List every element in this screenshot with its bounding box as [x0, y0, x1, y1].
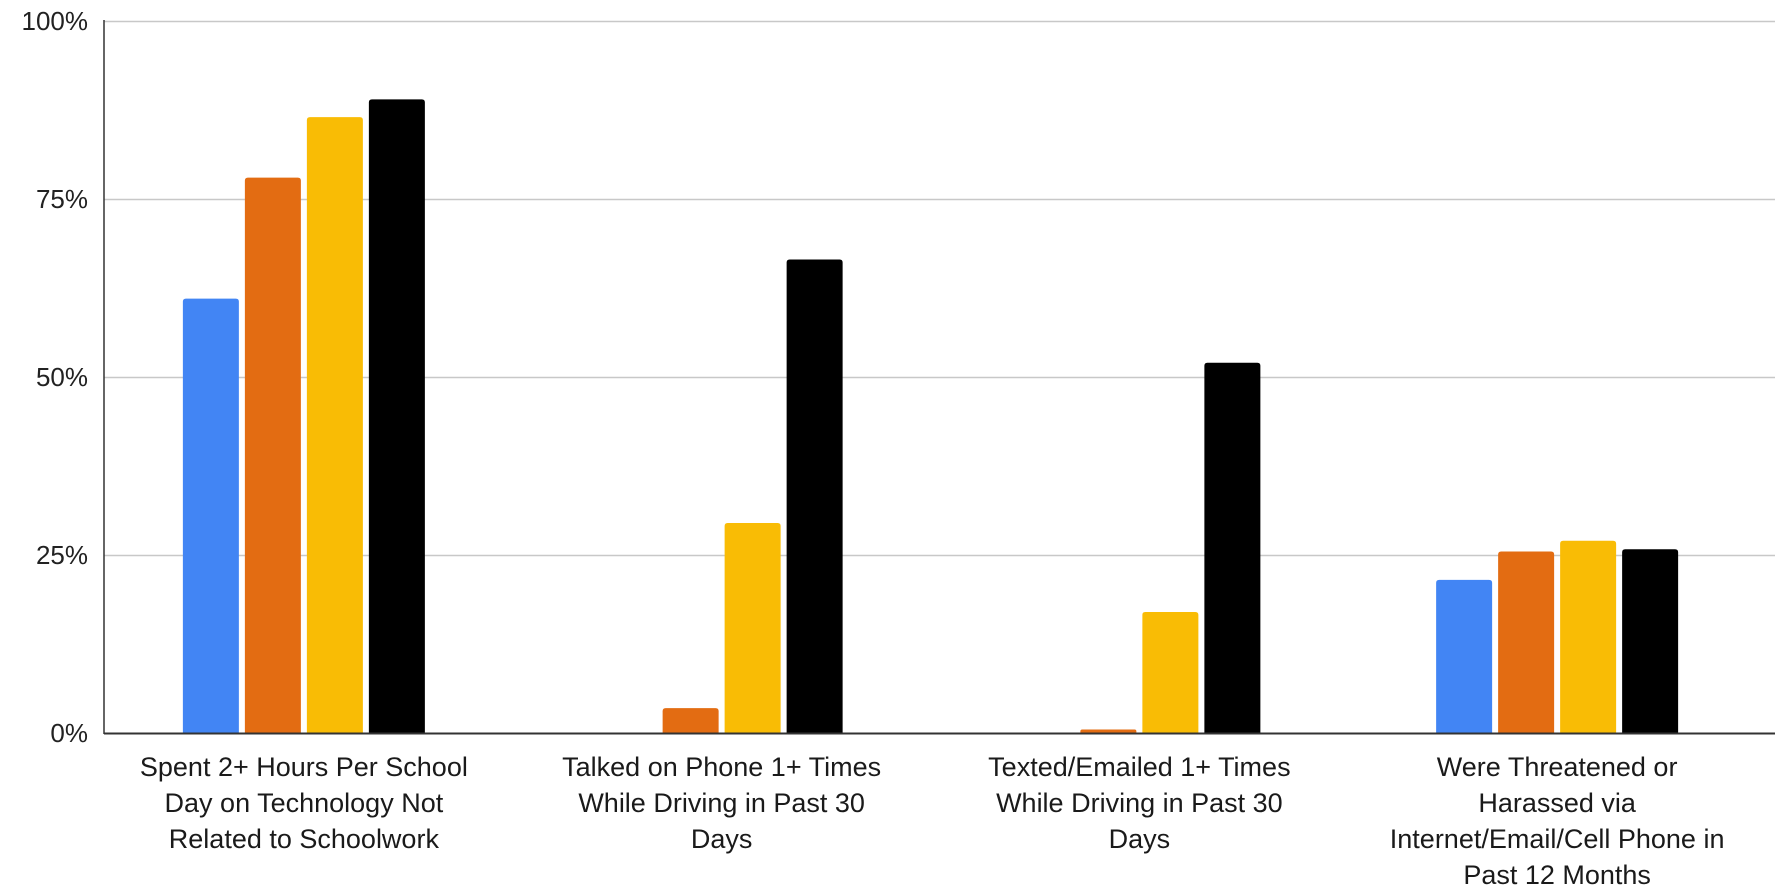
- x-category-label-line: Talked on Phone 1+ Times: [562, 752, 881, 782]
- y-tick-label: 0%: [50, 718, 88, 748]
- bar: [1622, 549, 1679, 733]
- bar: [368, 99, 425, 733]
- axes: [103, 20, 1775, 735]
- labels: 0% 25% 50% 75% 100% Spent 2+ Hours Per School…: [22, 6, 1725, 887]
- x-category-label: Talked on Phone 1+ Times While Driving in…: [562, 752, 881, 854]
- bar: [1436, 579, 1493, 733]
- x-category-label-line: Days: [1109, 824, 1171, 854]
- x-category-label: Spent 2+ Hours Per School Day on Technolo…: [140, 752, 468, 854]
- x-category-label: Were Threatened or Harassed via Internet/E…: [1390, 752, 1725, 887]
- x-category-label-line: While Driving in Past 30: [996, 788, 1283, 818]
- y-tick-label: 100%: [22, 6, 89, 36]
- bar: [786, 259, 843, 733]
- x-category-label: Texted/Emailed 1+ Times While Driving in …: [988, 752, 1290, 854]
- bar: [244, 177, 301, 733]
- x-category-label-line: Day on Technology Not: [165, 788, 444, 818]
- x-category-label-line: Past 12 Months: [1463, 860, 1651, 887]
- x-category-label-line: Related to Schoolwork: [169, 824, 440, 854]
- x-category-label-line: Were Threatened or: [1437, 752, 1678, 782]
- bar: [182, 298, 239, 733]
- bar: [1204, 362, 1261, 733]
- bar: [1080, 729, 1137, 733]
- bar: [662, 708, 719, 733]
- bar: [724, 522, 781, 733]
- y-tick-label: 75%: [36, 184, 88, 214]
- bar: [1498, 551, 1555, 733]
- bar: [1560, 540, 1617, 733]
- x-category-label-line: Texted/Emailed 1+ Times: [988, 752, 1290, 782]
- x-category-label-line: Spent 2+ Hours Per School: [140, 752, 468, 782]
- x-category-label-line: Harassed via: [1478, 788, 1637, 818]
- bar: [306, 117, 363, 734]
- x-category-label-line: Internet/Email/Cell Phone in: [1390, 824, 1725, 854]
- x-category-label-line: Days: [691, 824, 753, 854]
- y-tick-label: 50%: [36, 362, 88, 392]
- x-category-label-line: While Driving in Past 30: [578, 788, 865, 818]
- bar: [1142, 611, 1199, 733]
- y-tick-label: 25%: [36, 540, 88, 570]
- bars: [182, 99, 1679, 734]
